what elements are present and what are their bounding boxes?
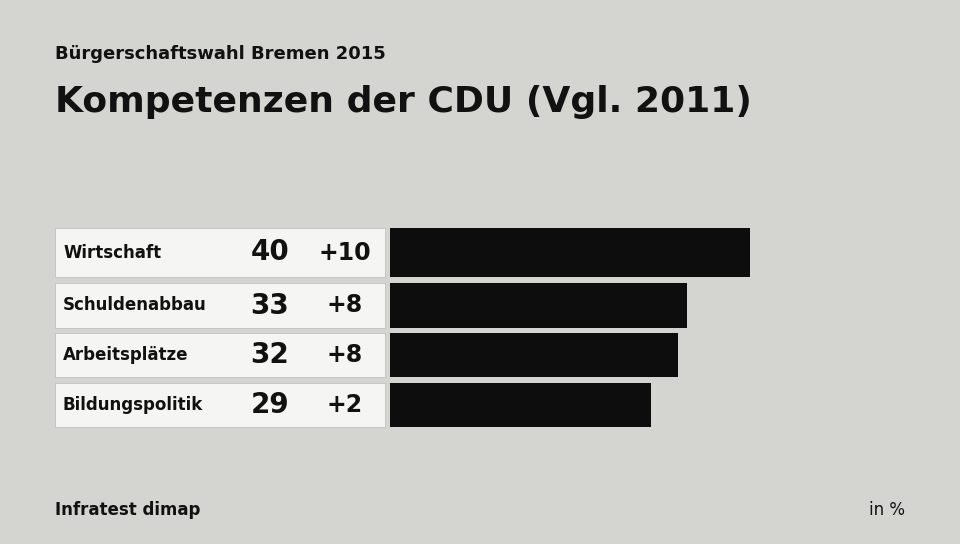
Text: +2: +2 <box>327 393 363 417</box>
Text: +10: +10 <box>319 240 372 264</box>
FancyBboxPatch shape <box>55 228 385 277</box>
Text: 32: 32 <box>251 341 289 369</box>
Text: +8: +8 <box>326 294 363 318</box>
Bar <box>390 383 651 427</box>
Text: in %: in % <box>869 501 905 519</box>
Text: 29: 29 <box>251 391 289 419</box>
Text: Arbeitsplätze: Arbeitsplätze <box>63 346 188 364</box>
FancyBboxPatch shape <box>55 333 385 377</box>
Text: Kompetenzen der CDU (Vgl. 2011): Kompetenzen der CDU (Vgl. 2011) <box>55 85 752 119</box>
Text: Infratest dimap: Infratest dimap <box>55 501 201 519</box>
Bar <box>390 228 750 277</box>
Text: 33: 33 <box>251 292 289 319</box>
Bar <box>390 283 687 328</box>
Bar <box>390 333 678 377</box>
Text: Wirtschaft: Wirtschaft <box>63 244 161 262</box>
Text: Bürgerschaftswahl Bremen 2015: Bürgerschaftswahl Bremen 2015 <box>55 45 386 63</box>
Text: Bildungspolitik: Bildungspolitik <box>63 396 204 414</box>
FancyBboxPatch shape <box>55 383 385 427</box>
FancyBboxPatch shape <box>55 283 385 328</box>
Text: Schuldenabbau: Schuldenabbau <box>63 296 206 314</box>
Text: +8: +8 <box>326 343 363 367</box>
Text: 40: 40 <box>251 238 289 267</box>
